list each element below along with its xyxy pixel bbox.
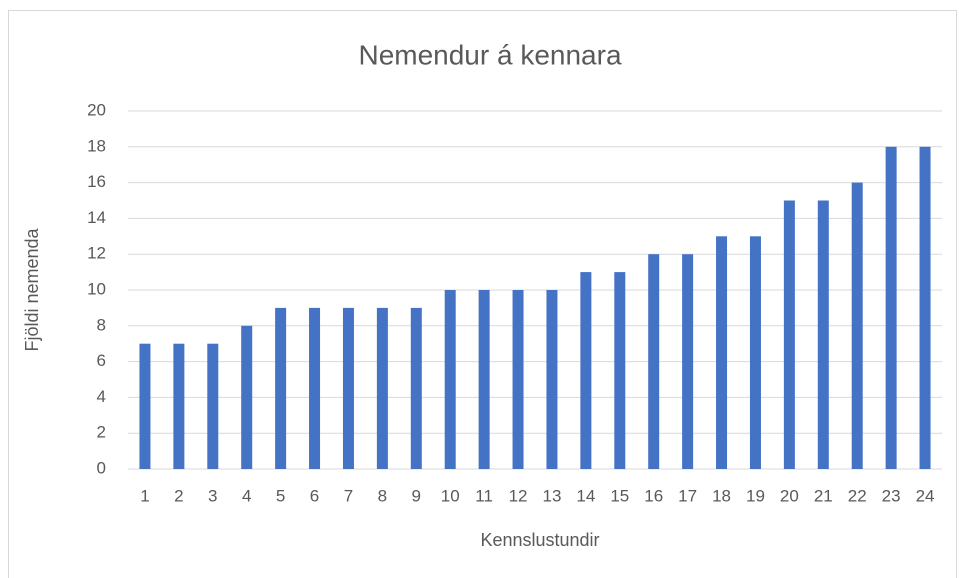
x-tick-label: 3 [208, 486, 217, 505]
y-tick-label: 14 [87, 208, 106, 227]
bar [682, 254, 694, 469]
x-tick-label: 7 [344, 486, 353, 505]
x-tick-label: 18 [712, 486, 731, 505]
y-tick-label: 8 [97, 315, 106, 334]
bar [444, 290, 456, 469]
y-tick-label: 10 [87, 279, 106, 298]
bar [919, 146, 931, 470]
x-tick-label: 1 [140, 486, 149, 505]
bar [851, 182, 863, 469]
bar [376, 307, 388, 469]
x-tick-label: 6 [310, 486, 319, 505]
x-tick-label: 21 [814, 486, 833, 505]
chart-title: Nemendur á kennara [358, 39, 621, 70]
x-tick-label: 12 [509, 486, 528, 505]
bar [783, 200, 795, 469]
bar [512, 290, 524, 469]
bar [749, 236, 761, 469]
x-tick-label: 23 [882, 486, 901, 505]
bar [614, 272, 626, 469]
x-tick-label: 5 [276, 486, 285, 505]
x-tick-label: 16 [644, 486, 663, 505]
bar [207, 343, 219, 469]
y-tick-label: 4 [97, 387, 106, 406]
x-tick-label: 22 [848, 486, 867, 505]
bar [309, 307, 321, 469]
bar [817, 200, 829, 469]
bar [139, 343, 151, 469]
x-tick-label: 17 [678, 486, 697, 505]
bar [410, 307, 422, 469]
x-tick-label: 24 [916, 486, 935, 505]
x-tick-label: 8 [378, 486, 387, 505]
x-tick-label: 14 [576, 486, 595, 505]
bar [275, 307, 287, 469]
x-tick-label: 19 [746, 486, 765, 505]
y-axis-label: Fjöldi nemenda [22, 227, 42, 351]
y-tick-label: 16 [87, 172, 106, 191]
x-tick-label: 13 [542, 486, 561, 505]
x-tick-label: 9 [412, 486, 421, 505]
bar [648, 254, 660, 469]
bar [716, 236, 728, 469]
bar [241, 325, 253, 469]
x-tick-label: 20 [780, 486, 799, 505]
bar [173, 343, 185, 469]
bar [885, 146, 897, 470]
bar [546, 290, 558, 469]
y-tick-label: 20 [87, 100, 106, 119]
x-tick-label: 4 [242, 486, 251, 505]
y-tick-label: 2 [97, 423, 106, 442]
bar [478, 290, 490, 469]
x-tick-label: 11 [475, 486, 493, 505]
bar [580, 272, 592, 469]
x-tick-label: 15 [610, 486, 629, 505]
x-tick-label: 10 [441, 486, 460, 505]
bar [342, 307, 354, 469]
x-axis-label: Kennslustundir [480, 530, 599, 550]
y-tick-label: 6 [97, 351, 106, 370]
y-tick-label: 18 [87, 136, 106, 155]
y-tick-label: 0 [97, 458, 106, 477]
y-tick-label: 12 [87, 244, 106, 263]
x-tick-label: 2 [174, 486, 183, 505]
